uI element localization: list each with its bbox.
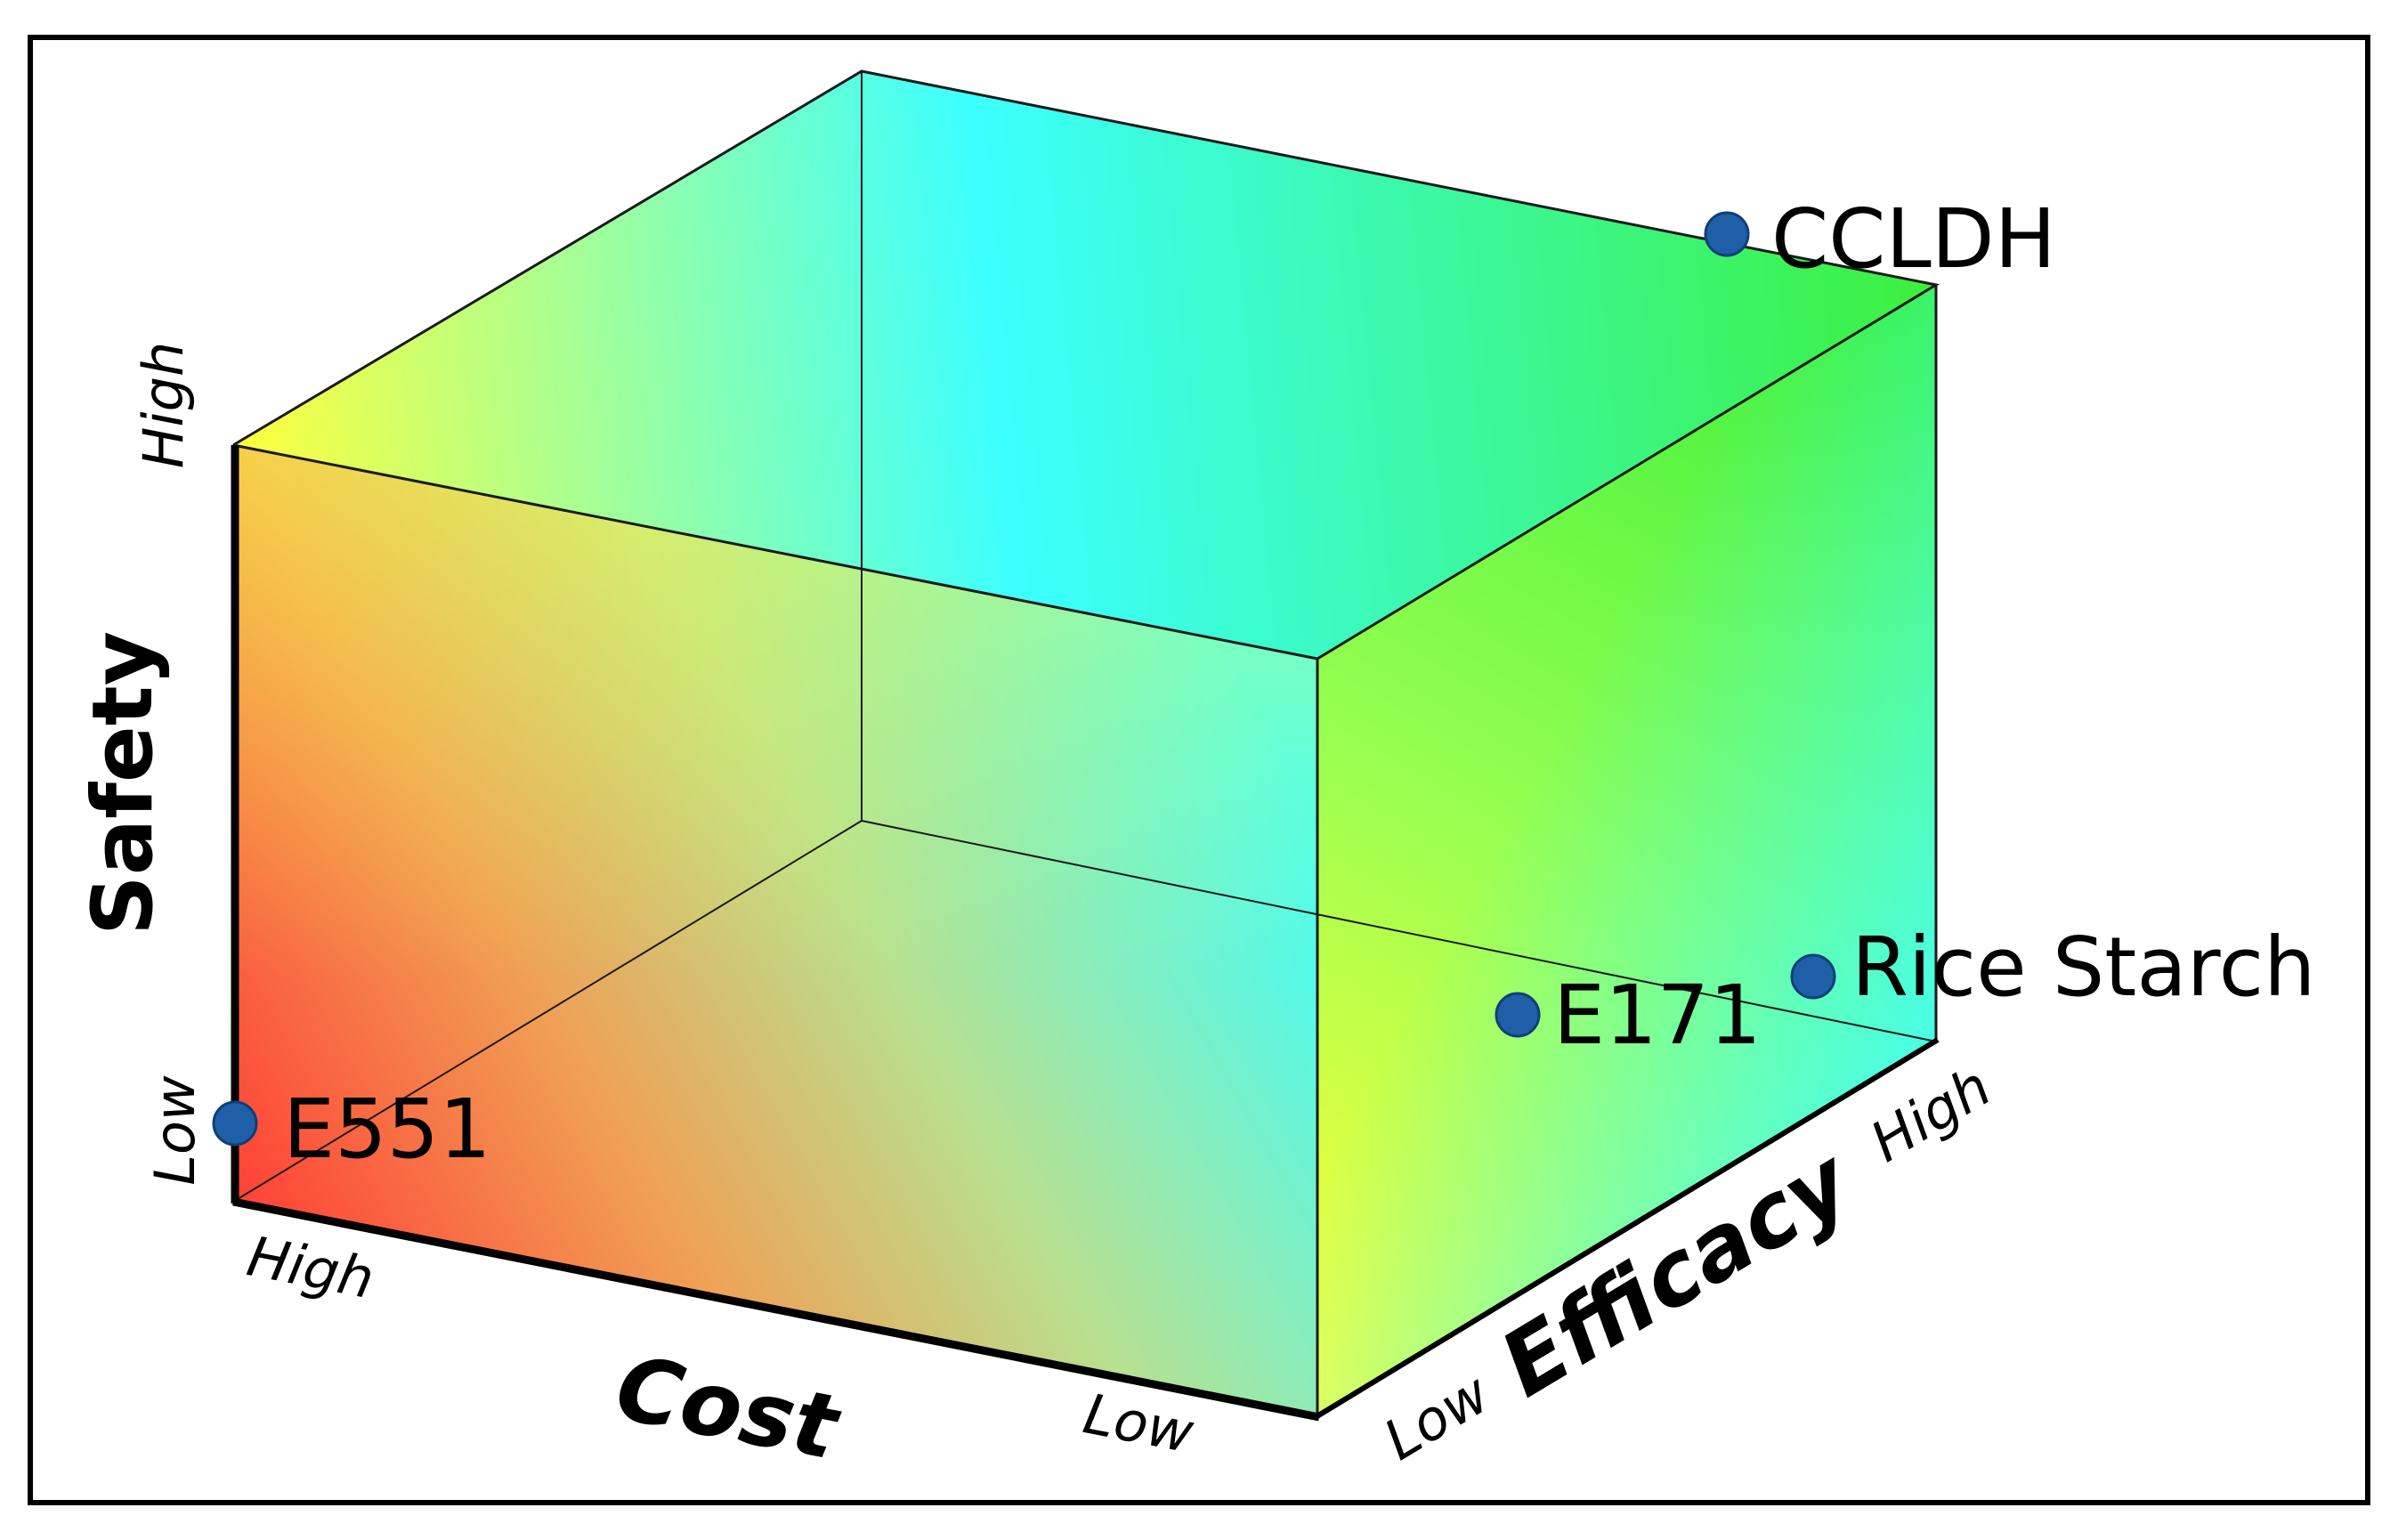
point-rice-starch-marker [1790, 953, 1836, 1000]
cube-top-face [233, 71, 1936, 659]
point-ccldh-marker [1704, 211, 1750, 257]
point-e171-label: E171 [1553, 968, 1762, 1063]
safety-high-label: High [131, 342, 196, 469]
point-e171-marker [1495, 992, 1541, 1038]
point-rice-starch-label: Rice Starch [1851, 920, 2315, 1015]
point-rice-starch: Rice Starch [1790, 920, 2315, 1015]
cube-hidden-edge-right-bottom [861, 820, 1937, 1042]
cube-hidden-edge-back-bottom [232, 820, 863, 1203]
cube [231, 69, 1940, 1422]
efficacy-axis-line [1314, 1037, 1940, 1420]
point-ccldh: CCLDH [1704, 191, 2056, 287]
point-ccldh-label: CCLDH [1771, 191, 2056, 287]
cost-axis-line [232, 1197, 1320, 1422]
cube-front-face-highlight [233, 445, 1317, 1415]
point-e551-label: E551 [283, 1082, 491, 1177]
point-e171: E171 [1495, 968, 1762, 1063]
safety-axis-title: Safety [75, 631, 172, 936]
point-e551: E551 [212, 1082, 491, 1177]
safety-low-label: Low [142, 1075, 207, 1185]
point-e551-marker [212, 1100, 258, 1147]
